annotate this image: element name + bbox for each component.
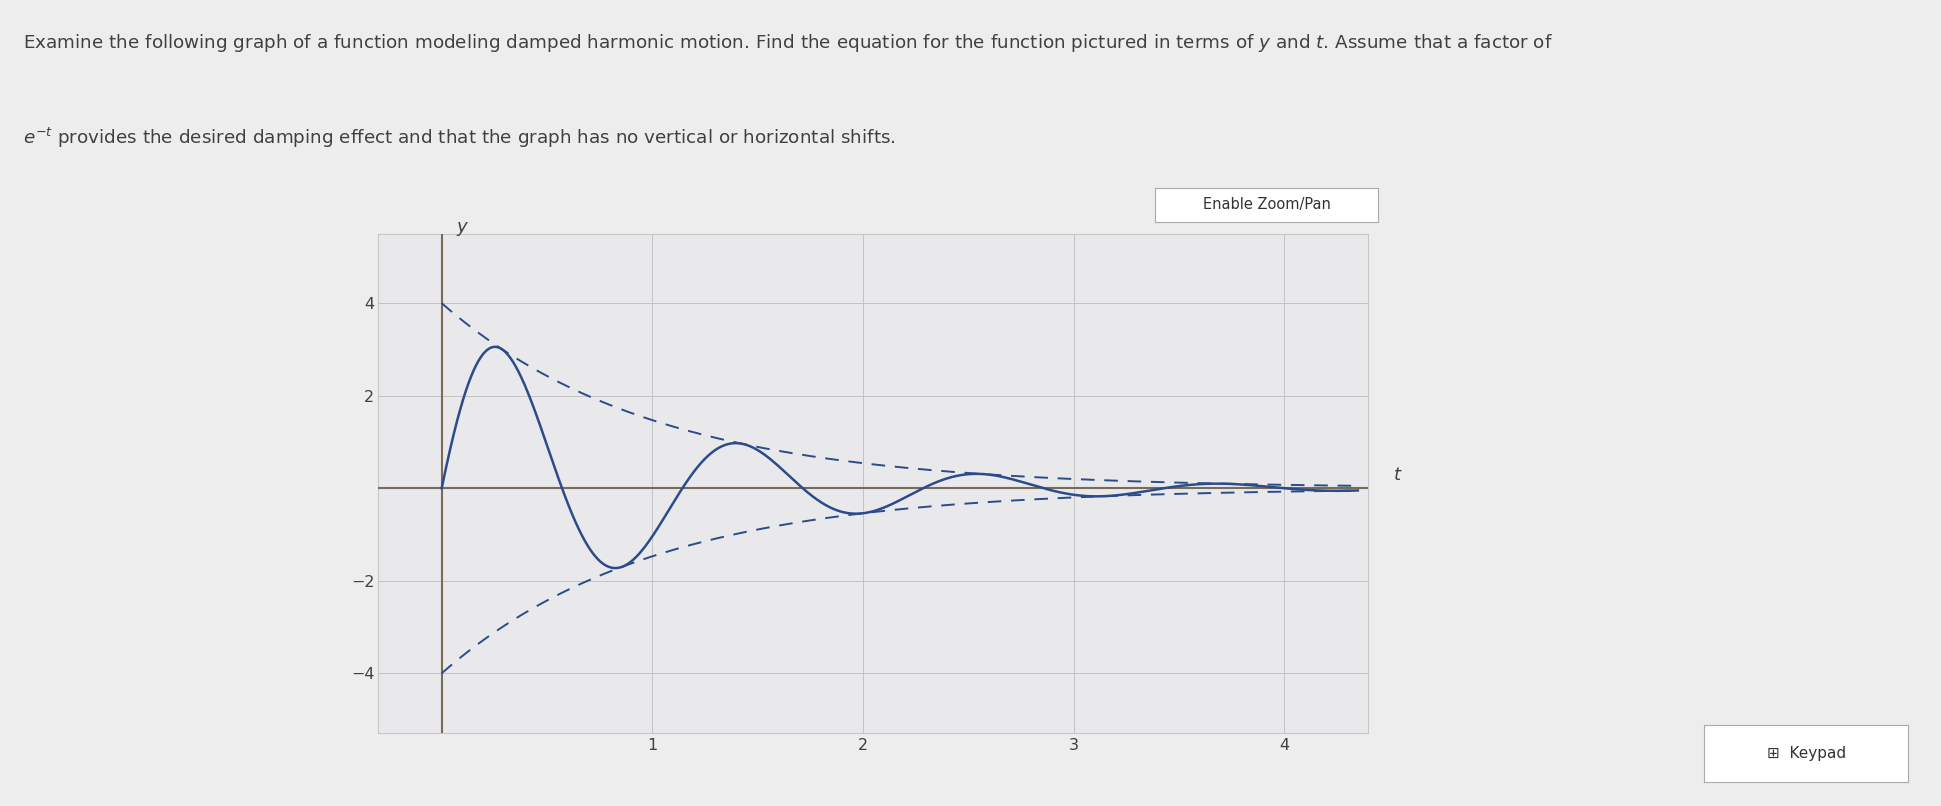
Text: Enable Zoom/Pan: Enable Zoom/Pan bbox=[1203, 197, 1330, 212]
Text: Examine the following graph of a function modeling damped harmonic motion. Find : Examine the following graph of a functio… bbox=[23, 32, 1553, 54]
Text: t: t bbox=[1394, 466, 1401, 484]
Text: ⊞  Keypad: ⊞ Keypad bbox=[1766, 746, 1846, 761]
Text: y: y bbox=[456, 218, 468, 236]
Text: $e^{-t}$ provides the desired damping effect and that the graph has no vertical : $e^{-t}$ provides the desired damping ef… bbox=[23, 126, 897, 150]
